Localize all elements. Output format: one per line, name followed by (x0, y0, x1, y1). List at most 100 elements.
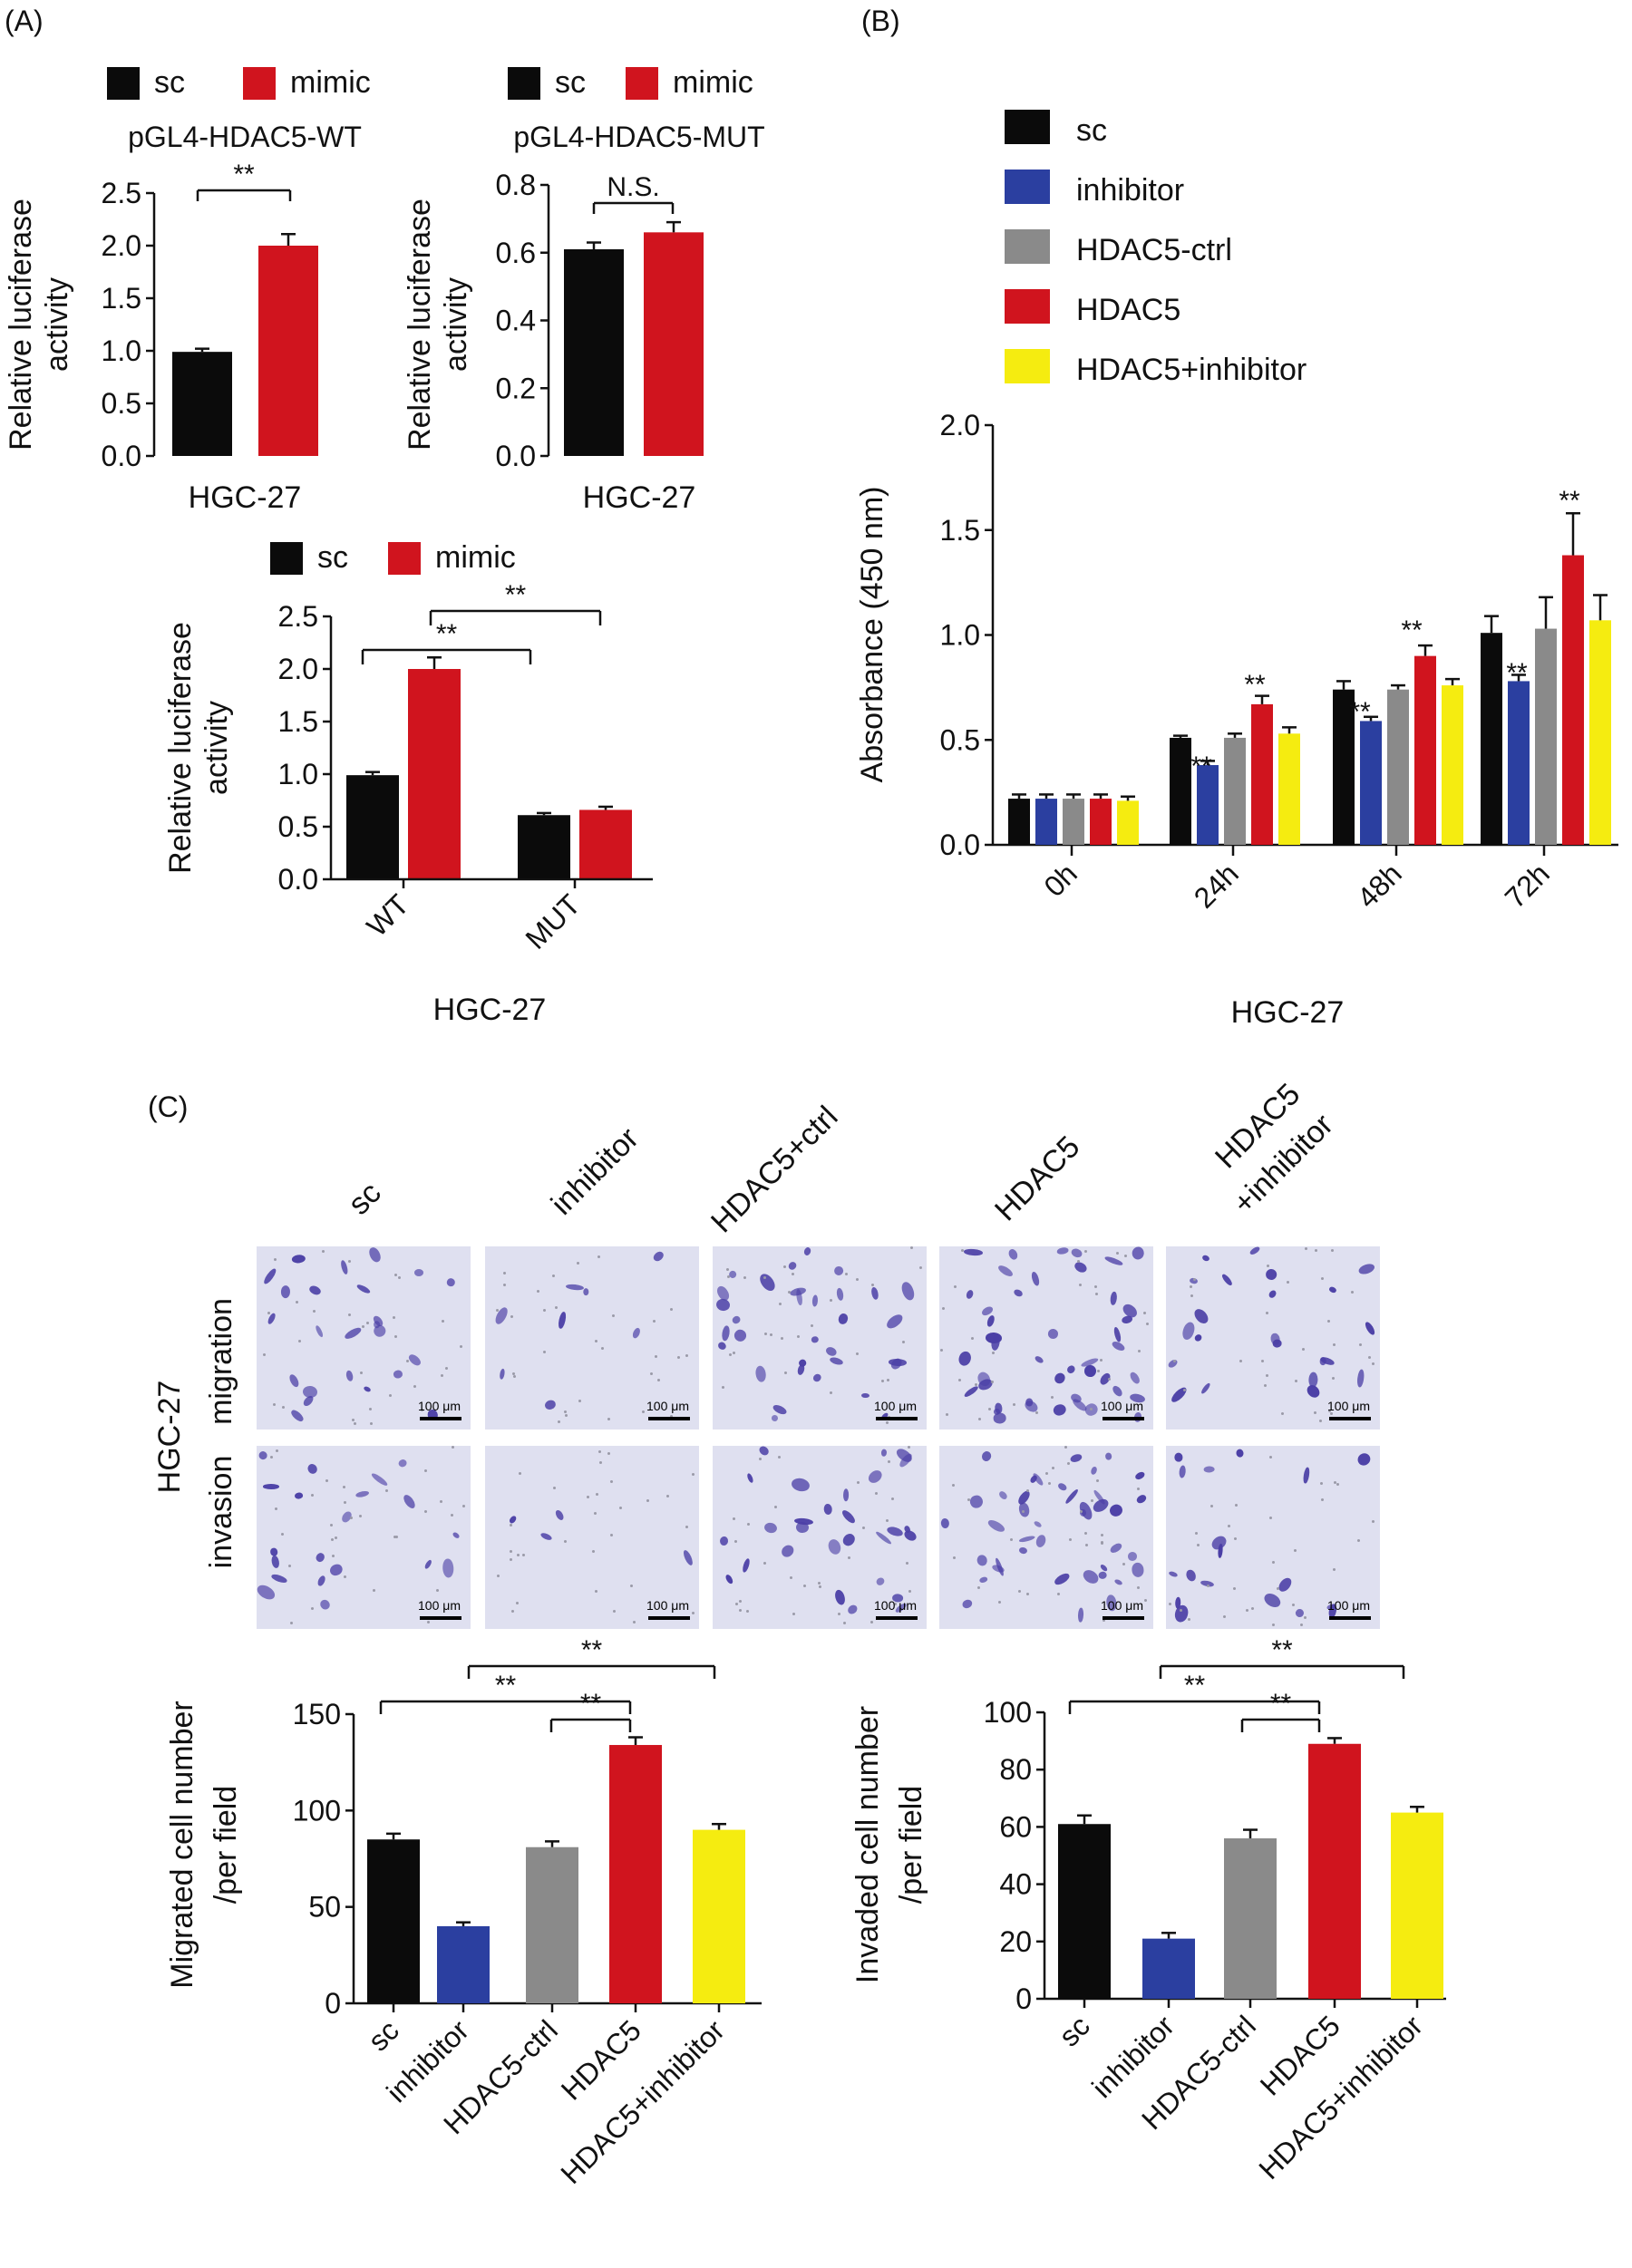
legend-swatch (1005, 170, 1050, 204)
stained-cell (446, 1277, 456, 1287)
membrane-pore (275, 1449, 278, 1453)
membrane-pore (350, 1517, 354, 1520)
stained-cell (1235, 1449, 1245, 1459)
membrane-pore (1173, 1360, 1177, 1363)
membrane-pore (393, 1274, 397, 1277)
scale-bar-label: 100 μm (874, 1598, 917, 1613)
membrane-pore (612, 1609, 616, 1613)
membrane-pore (1094, 1293, 1098, 1296)
stained-cell (1248, 1246, 1261, 1256)
stained-cell (281, 1285, 291, 1299)
stained-cell (1191, 1306, 1211, 1326)
stained-cell (553, 1508, 565, 1522)
stained-cell (732, 1327, 749, 1344)
stained-cell (1193, 1333, 1203, 1343)
bar-sc-72h (1481, 633, 1502, 845)
micrograph-row-label: invasion (204, 1456, 238, 1569)
membrane-pore (1332, 1377, 1336, 1381)
stained-cell (976, 1554, 989, 1568)
membrane-pore (848, 1556, 851, 1560)
membrane-pore (844, 1272, 848, 1275)
significance-label: ** (1559, 486, 1580, 516)
membrane-pore (1272, 1623, 1276, 1626)
y-tick-label: 1.0 (102, 334, 141, 367)
stained-cell (1262, 1591, 1283, 1610)
bar-hdac5-ctrl (526, 1846, 578, 2003)
membrane-pore (1269, 1455, 1273, 1459)
significance-label: ** (1190, 751, 1212, 781)
membrane-pore (971, 1336, 975, 1340)
stained-cell (363, 1384, 373, 1393)
membrane-pore (1076, 1259, 1080, 1263)
membrane-pore (1331, 1249, 1335, 1253)
membrane-pore (600, 1347, 604, 1351)
membrane-pore (763, 1561, 766, 1565)
membrane-pore (874, 1492, 878, 1496)
bar-hdac5+inhibitor (1391, 1812, 1443, 1999)
stained-cell (1052, 1371, 1067, 1386)
scale-bar (1103, 1616, 1144, 1620)
y-tick-label: 150 (293, 1698, 341, 1730)
membrane-pore (274, 1507, 277, 1510)
membrane-pore (554, 1305, 558, 1309)
membrane-pore (352, 1418, 355, 1421)
bar-hdac5-72h (1562, 555, 1584, 845)
stained-cell (1064, 1487, 1080, 1505)
bar-sc-0h (1008, 799, 1030, 845)
stained-cell (301, 1385, 318, 1400)
membrane-pore (732, 1351, 735, 1354)
membrane-pore (918, 1266, 922, 1270)
y-tick-label: 0.8 (496, 169, 536, 201)
y-axis-label: /per field (894, 1786, 928, 1904)
y-axis-label: activity (439, 277, 473, 372)
membrane-pore (792, 1612, 796, 1615)
stained-cell (1080, 1567, 1102, 1587)
membrane-pore (1009, 1537, 1013, 1541)
stained-cell (1128, 1370, 1141, 1385)
membrane-pore (516, 1602, 520, 1605)
stained-cell (262, 1483, 279, 1489)
stained-cell (423, 1558, 432, 1570)
stained-cell (328, 1561, 345, 1577)
y-tick-label: 0 (325, 1987, 341, 2020)
y-tick-label: 1.0 (940, 619, 980, 652)
membrane-pore (612, 1314, 616, 1318)
membrane-pore (957, 1378, 961, 1381)
micrograph-migration-2 (713, 1246, 927, 1430)
membrane-pore (1193, 1278, 1197, 1282)
membrane-pore (1068, 1538, 1072, 1542)
micrograph-migration-4 (1166, 1246, 1380, 1430)
membrane-pore (502, 1284, 506, 1287)
x-tick-label: MUT (519, 887, 586, 955)
stained-cell (1033, 1519, 1044, 1529)
bar-hdac5+inhibitor-24h (1278, 733, 1300, 845)
stained-cell (442, 1558, 455, 1578)
membrane-pore (791, 1273, 794, 1276)
membrane-pore (1286, 1280, 1289, 1284)
bar-sc (564, 249, 624, 456)
stained-cell (1018, 1546, 1028, 1555)
membrane-pore (440, 1500, 443, 1504)
membrane-pore (591, 1550, 595, 1554)
membrane-pore (630, 1585, 634, 1588)
bar-hdac5 (609, 1745, 662, 2003)
membrane-pore (354, 1422, 357, 1426)
stained-cell (824, 1345, 839, 1358)
membrane-pore (1320, 1482, 1324, 1486)
membrane-pore (348, 1259, 352, 1263)
membrane-pore (830, 1298, 833, 1302)
bar-mimic-wt (408, 669, 461, 879)
membrane-pore (666, 1494, 670, 1497)
membrane-pore (503, 1271, 507, 1275)
stained-cell (835, 1287, 845, 1302)
stained-cell (790, 1476, 811, 1493)
membrane-pore (1260, 1360, 1264, 1363)
membrane-pore (459, 1344, 462, 1348)
stained-cell (257, 1449, 269, 1461)
stained-cell (1110, 1291, 1118, 1306)
stained-cell (724, 1574, 734, 1585)
membrane-pore (1245, 1608, 1248, 1612)
membrane-pore (295, 1300, 298, 1304)
stained-cell (1134, 1470, 1147, 1481)
membrane-pore (440, 1374, 443, 1378)
